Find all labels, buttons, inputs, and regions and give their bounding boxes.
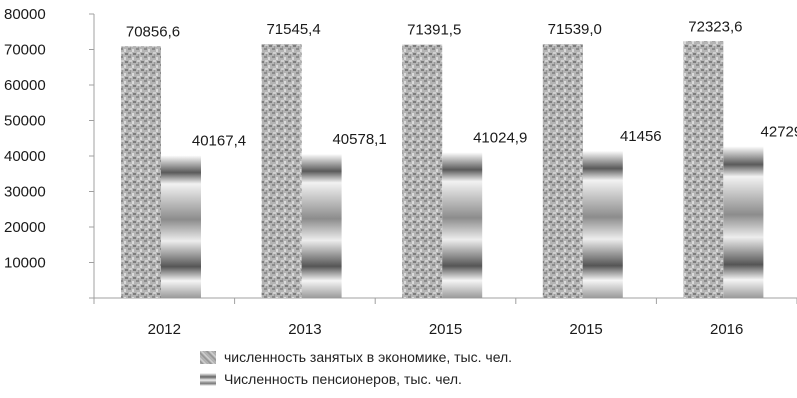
data-label: 72323,6 <box>688 18 742 35</box>
legend-swatch <box>200 350 216 364</box>
x-tick-label: 2015 <box>429 321 462 338</box>
x-tick-label: 2015 <box>569 321 602 338</box>
data-label: 71539,0 <box>548 21 602 38</box>
y-tick-label: 70000 <box>4 42 46 59</box>
bar-employed <box>402 44 443 298</box>
legend-label: численность занятых в экономике, тыс. че… <box>224 349 513 365</box>
bar-pensioners <box>161 155 201 298</box>
y-tick-label: 30000 <box>4 184 46 201</box>
x-tick-label: 2013 <box>288 321 321 338</box>
data-label: 71545,4 <box>266 21 320 38</box>
x-tick-label: 2012 <box>148 321 181 338</box>
data-label: 40578,1 <box>332 131 386 148</box>
data-label: 40167,4 <box>192 132 246 149</box>
legend-swatch <box>200 372 216 386</box>
y-tick-label: 10000 <box>4 255 46 272</box>
bar-employed <box>121 46 161 298</box>
x-tick-label: 2016 <box>710 321 743 338</box>
y-tick-label: 80000 <box>4 6 46 23</box>
legend: численность занятых в экономике, тыс. че… <box>200 346 512 390</box>
bar-employed <box>542 44 583 299</box>
bar-pensioners <box>301 153 342 298</box>
bar-pensioners <box>442 152 483 298</box>
y-tick-label: 60000 <box>4 77 46 94</box>
bar-employed <box>261 44 302 299</box>
bar-pensioners <box>723 146 764 298</box>
y-tick-label: 40000 <box>4 148 46 165</box>
data-label: 41024,9 <box>473 129 527 146</box>
bar-pensioners <box>582 150 623 298</box>
y-tick-label: 50000 <box>4 113 46 130</box>
data-label: 42729 <box>761 123 797 140</box>
y-tick-label: 20000 <box>4 219 46 236</box>
bar-employed <box>683 41 724 298</box>
data-label: 71391,5 <box>407 22 461 39</box>
legend-label: Численность пенсионеров, тыс. чел. <box>224 371 462 387</box>
legend-item: Численность пенсионеров, тыс. чел. <box>200 368 512 390</box>
data-label: 41456 <box>620 128 662 145</box>
legend-item: численность занятых в экономике, тыс. че… <box>200 346 512 368</box>
data-label: 70856,6 <box>126 23 180 40</box>
